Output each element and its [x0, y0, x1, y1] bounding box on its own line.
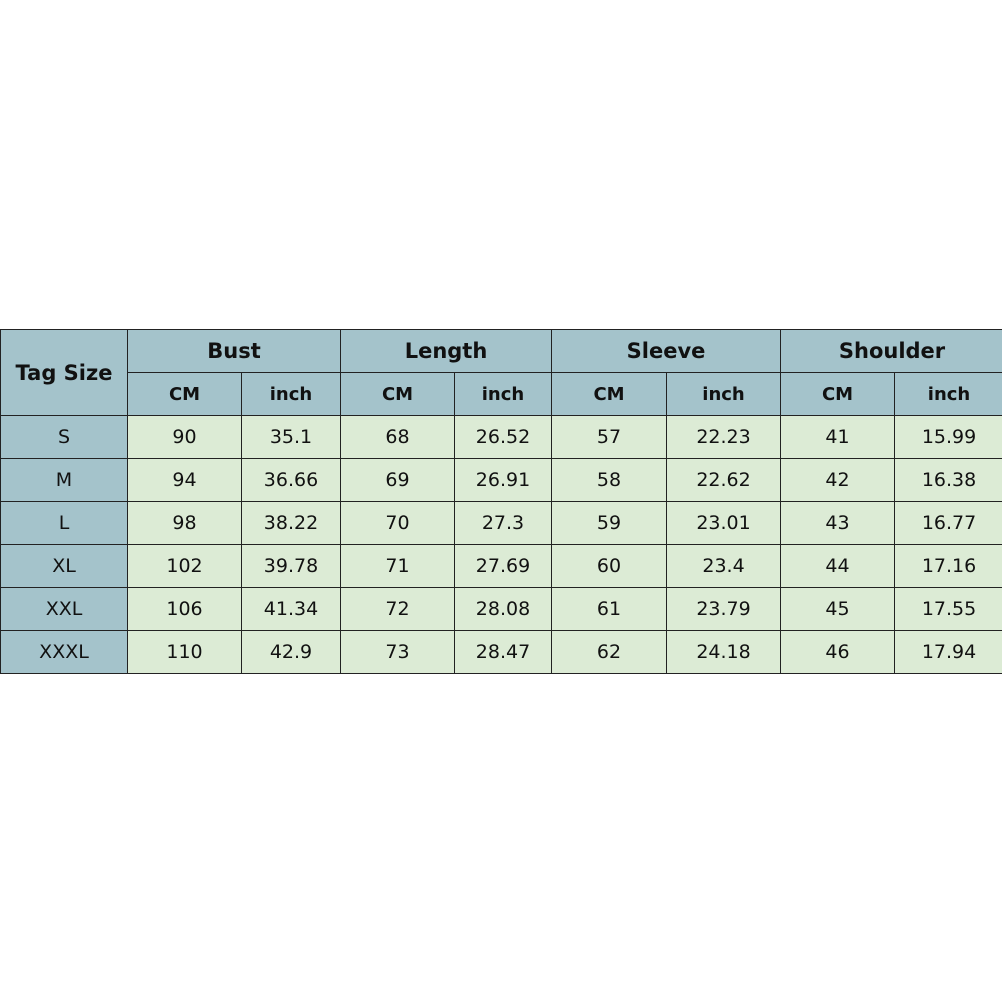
size-label: XL — [0, 544, 128, 588]
table-cell: 44 — [780, 544, 896, 588]
table-cell: 102 — [127, 544, 242, 588]
unit-header-inch: inch — [666, 372, 782, 416]
table-cell: 58 — [551, 458, 668, 502]
table-row: XXXL 110 42.9 73 28.47 62 24.18 46 17.94 — [0, 630, 1002, 674]
table-cell: 70 — [340, 501, 455, 545]
unit-header-inch: inch — [453, 372, 553, 416]
table-cell: 46 — [780, 630, 896, 674]
group-header-bust: Bust — [127, 329, 341, 373]
table-cell: 17.94 — [894, 630, 1002, 674]
table-cell: 45 — [780, 587, 896, 631]
table-cell: 28.47 — [453, 630, 553, 674]
table-cell: 17.55 — [894, 587, 1002, 631]
unit-header-cm: CM — [551, 372, 668, 416]
table-cell: 35.1 — [241, 415, 341, 459]
table-cell: 22.23 — [666, 415, 782, 459]
size-label: M — [0, 458, 128, 502]
table-cell: 36.66 — [241, 458, 341, 502]
table-cell: 16.77 — [894, 501, 1002, 545]
size-label: L — [0, 501, 128, 545]
group-header-shoulder: Shoulder — [780, 329, 1002, 373]
table-cell: 23.4 — [666, 544, 782, 588]
table-cell: 110 — [127, 630, 242, 674]
table-cell: 15.99 — [894, 415, 1002, 459]
table-cell: 71 — [340, 544, 455, 588]
unit-header-cm: CM — [780, 372, 896, 416]
table-cell: 23.01 — [666, 501, 782, 545]
tag-size-header: Tag Size — [0, 329, 128, 416]
table-cell: 60 — [551, 544, 668, 588]
table-cell: 43 — [780, 501, 896, 545]
group-header-sleeve: Sleeve — [551, 329, 782, 373]
table-cell: 69 — [340, 458, 455, 502]
size-label: XXL — [0, 587, 128, 631]
size-label: S — [0, 415, 128, 459]
table-cell: 39.78 — [241, 544, 341, 588]
table-cell: 22.62 — [666, 458, 782, 502]
group-header-length: Length — [339, 329, 553, 373]
table-row: S 90 35.1 68 26.52 57 22.23 41 15.99 — [0, 415, 1002, 459]
table-cell: 42 — [780, 458, 896, 502]
table-row: XXL 106 41.34 72 28.08 61 23.79 45 17.55 — [0, 587, 1002, 631]
table-cell: 27.69 — [453, 544, 553, 588]
table-cell: 57 — [551, 415, 668, 459]
unit-header-inch: inch — [241, 372, 341, 416]
table-cell: 68 — [340, 415, 455, 459]
table-cell: 42.9 — [241, 630, 341, 674]
table-cell: 26.52 — [453, 415, 553, 459]
table-cell: 61 — [551, 587, 668, 631]
table-cell: 27.3 — [453, 501, 553, 545]
table-cell: 62 — [551, 630, 668, 674]
table-cell: 17.16 — [894, 544, 1002, 588]
table-cell: 73 — [340, 630, 455, 674]
table-cell: 41 — [780, 415, 896, 459]
table-cell: 106 — [127, 587, 242, 631]
table-cell: 16.38 — [894, 458, 1002, 502]
table-cell: 24.18 — [666, 630, 782, 674]
table-cell: 94 — [127, 458, 242, 502]
unit-header-cm: CM — [340, 372, 455, 416]
table-row: L 98 38.22 70 27.3 59 23.01 43 16.77 — [0, 501, 1002, 545]
unit-header-inch: inch — [894, 372, 1002, 416]
size-label: XXXL — [0, 630, 128, 674]
table-cell: 26.91 — [453, 458, 553, 502]
table-cell: 38.22 — [241, 501, 341, 545]
table-cell: 98 — [127, 501, 242, 545]
table-cell: 72 — [340, 587, 455, 631]
table-row: XL 102 39.78 71 27.69 60 23.4 44 17.16 — [0, 544, 1002, 588]
unit-header-cm: CM — [127, 372, 242, 416]
table-cell: 23.79 — [666, 587, 782, 631]
table-cell: 28.08 — [453, 587, 553, 631]
table-cell: 41.34 — [241, 587, 341, 631]
size-chart-table: Tag Size Bust Length Sleeve Shoulder CM inch… — [0, 329, 1002, 674]
table-cell: 59 — [551, 501, 668, 545]
table-row: M 94 36.66 69 26.91 58 22.62 42 16.38 — [0, 458, 1002, 502]
table-cell: 90 — [127, 415, 242, 459]
